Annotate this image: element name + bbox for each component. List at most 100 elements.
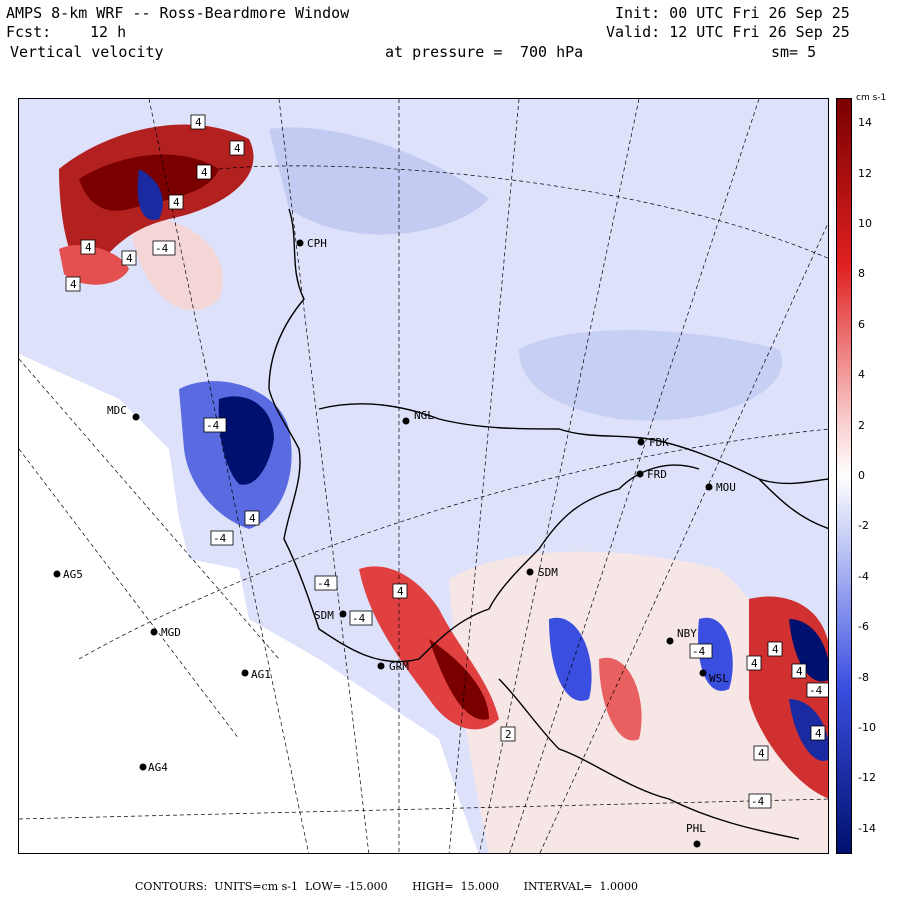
svg-text:AG4: AG4 [148, 761, 168, 774]
station-nby[interactable]: NBY [666, 627, 698, 645]
interval-value: 1.0000 [599, 880, 638, 893]
low-value: -15.000 [345, 880, 388, 893]
contour-label: 4 [810, 725, 826, 741]
colorbar [836, 98, 852, 854]
svg-text:WSL: WSL [709, 672, 729, 685]
svg-text:-4: -4 [213, 532, 227, 545]
station-sdm-east[interactable]: SDM [526, 566, 559, 579]
coastline-path [498, 678, 800, 840]
graticule-line [539, 222, 828, 853]
station-mdc[interactable]: MDC [107, 404, 140, 421]
field-descent-north [269, 127, 489, 235]
contour-label: -4 [748, 793, 772, 809]
station-mou[interactable]: MOU [705, 481, 736, 494]
svg-text:MOU: MOU [716, 481, 736, 494]
svg-text:SDM: SDM [314, 609, 334, 622]
svg-text:4: 4 [772, 643, 779, 656]
svg-text:4: 4 [70, 278, 77, 291]
svg-text:4: 4 [249, 512, 256, 525]
contour-label: -4 [349, 610, 373, 626]
colorbar-tick-label: 10 [858, 217, 872, 230]
svg-text:4: 4 [85, 241, 92, 254]
contour-label: 4 [168, 194, 184, 210]
svg-text:-4: -4 [352, 612, 366, 625]
station-ag4[interactable]: AG4 [139, 761, 169, 774]
station-ag1[interactable]: AG1 [241, 668, 271, 681]
valid-time: Valid: 12 UTC Fri 26 Sep 25 [606, 23, 850, 41]
svg-text:4: 4 [796, 665, 803, 678]
coastline-path [268, 208, 700, 663]
contour-label: 4 [767, 641, 783, 657]
svg-text:2: 2 [505, 728, 512, 741]
contour-label: 4 [392, 583, 408, 599]
graticule-line [148, 99, 309, 853]
low-label: LOW= [305, 880, 342, 893]
colorbar-tick-label: -14 [858, 821, 876, 835]
smoothing-value: sm= 5 [771, 43, 817, 61]
station-cph[interactable]: CPH [296, 237, 327, 250]
colorbar-tick-label: -6 [858, 620, 869, 634]
colorbar-tick-label: -2 [858, 519, 869, 533]
svg-text:-4: -4 [317, 577, 331, 590]
svg-text:4: 4 [201, 166, 208, 179]
svg-text:4: 4 [126, 252, 133, 265]
field-descent-band-2 [698, 617, 733, 691]
svg-text:PHL: PHL [686, 822, 706, 835]
missing-data-region [19, 354, 479, 853]
colorbar-tick-label: 0 [858, 469, 865, 482]
contours-label: CONTOURS: [135, 880, 208, 893]
svg-text:-4: -4 [692, 645, 706, 658]
contour-label: 4 [244, 510, 260, 526]
colorbar-tick-label: 14 [858, 116, 872, 130]
colorbar-tick-label: 6 [858, 317, 865, 331]
map-panel: CPH MDC NGL FDK FRD MOU AG5 SDM SDM MGD … [18, 98, 829, 854]
contour-label: 4 [190, 114, 206, 130]
map-canvas: CPH MDC NGL FDK FRD MOU AG5 SDM SDM MGD … [19, 99, 828, 853]
station-frd[interactable]: FRD [636, 468, 667, 481]
station-wsl[interactable]: WSL [699, 669, 730, 686]
contour-label: -4 [689, 643, 713, 659]
contour-label: 4 [229, 140, 245, 156]
svg-text:SDM: SDM [538, 566, 558, 579]
station-mgd[interactable]: MGD [150, 626, 181, 639]
station-ag5[interactable]: AG5 [53, 568, 83, 581]
svg-text:4: 4 [758, 747, 765, 760]
graticule-line [19, 358, 280, 660]
contour-summary: CONTOURS: UNITS=cm s-1 LOW= -15.000 HIGH… [135, 880, 638, 893]
contour-label: -4 [806, 682, 828, 698]
contour-label: 4 [753, 745, 769, 761]
svg-text:FRD: FRD [647, 468, 667, 481]
svg-text:FDK: FDK [649, 436, 669, 449]
station-sdm-west[interactable]: SDM [314, 609, 347, 622]
svg-text:NBY: NBY [677, 627, 697, 640]
field-descent-east [519, 330, 783, 421]
graticule-line [78, 428, 828, 660]
variable-name: Vertical velocity [10, 43, 164, 61]
svg-text:GRM: GRM [389, 660, 409, 673]
pressure-value: 700 hPa [520, 43, 584, 61]
field-core-descent-coast [218, 396, 274, 485]
contour-label: 4 [121, 250, 137, 266]
station-ngl[interactable]: NGL [402, 409, 435, 425]
colorbar-tick-label: -10 [858, 721, 876, 734]
colorbar-tick-label: -4 [858, 569, 869, 583]
svg-text:MGD: MGD [161, 626, 181, 639]
station-phl[interactable]: PHL [686, 822, 706, 848]
station-fdk[interactable]: FDK [637, 436, 670, 449]
station-grm[interactable]: GRM [377, 660, 410, 673]
field-ascent-band-1 [599, 657, 642, 741]
svg-text:4: 4 [751, 657, 758, 670]
colorbar-tick-label: 8 [858, 267, 865, 281]
graticule-line [479, 99, 640, 853]
pressure-label: at pressure = [385, 43, 503, 61]
contour-label: 4 [746, 655, 762, 671]
contour-label: 4 [80, 239, 96, 255]
graticule-line [19, 448, 240, 740]
svg-text:-4: -4 [155, 242, 169, 255]
field-ascent-nw-lobe [59, 245, 129, 285]
colorbar-units: cm s-1 [856, 93, 887, 103]
field-ascent-west [129, 217, 223, 311]
svg-text:4: 4 [234, 142, 241, 155]
svg-text:MDC: MDC [107, 404, 127, 417]
svg-text:4: 4 [397, 585, 404, 598]
